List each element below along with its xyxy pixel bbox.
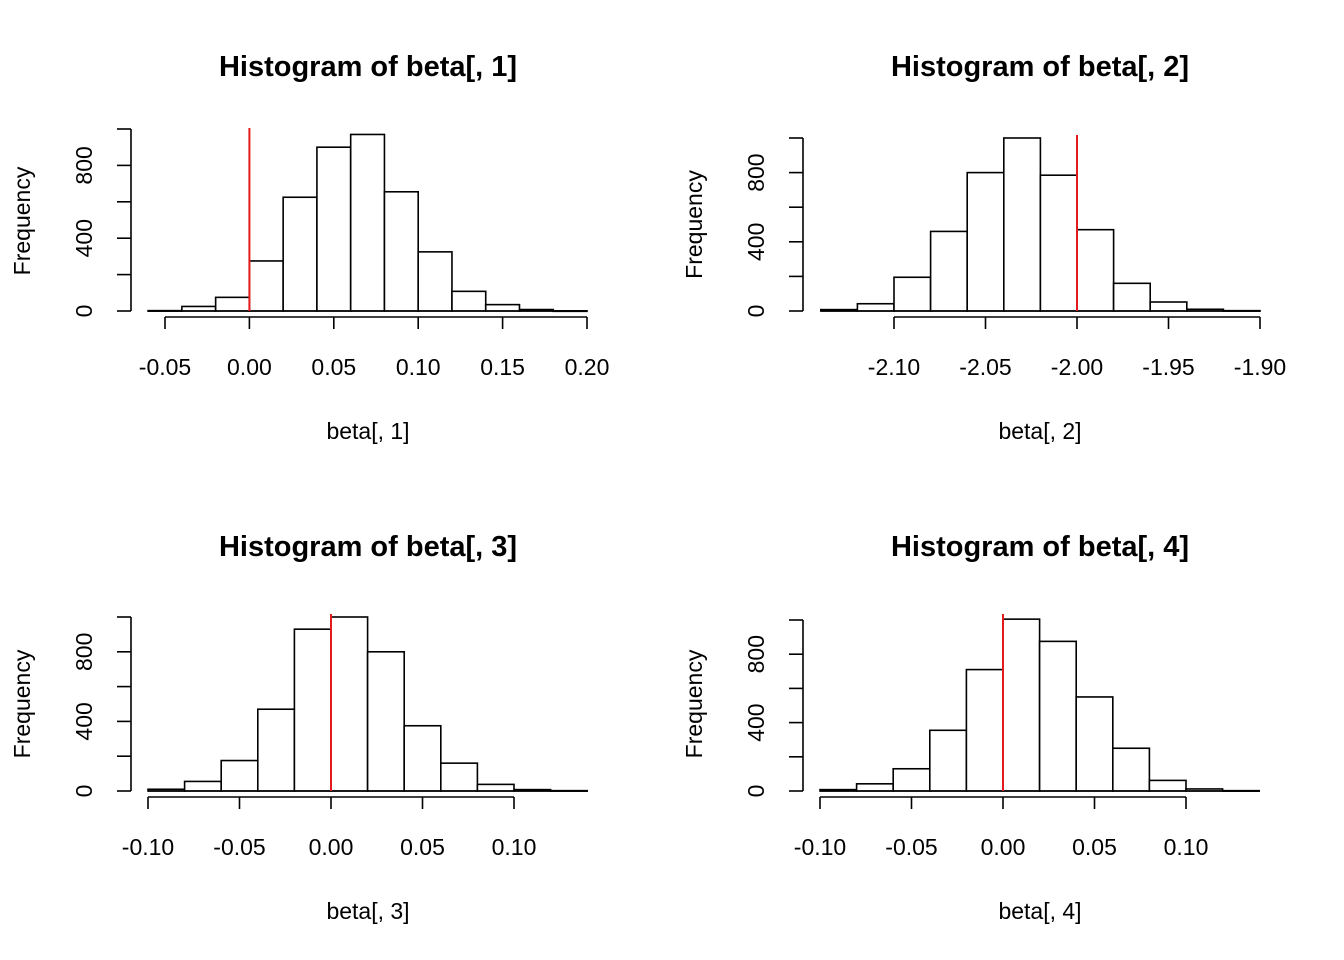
y-axis-label: Frequency <box>681 649 707 758</box>
y-tick-label: 800 <box>743 635 769 673</box>
histogram-bar <box>366 650 406 792</box>
x-tick-label: -1.90 <box>1234 354 1286 380</box>
y-axis-label: Frequency <box>681 170 707 279</box>
histogram-bar <box>1112 282 1151 312</box>
histogram-bar <box>214 296 251 312</box>
x-tick-label: 0.00 <box>309 834 354 860</box>
x-tick-label: -1.95 <box>1142 354 1194 380</box>
x-tick-label: 0.05 <box>311 354 356 380</box>
x-tick-label: -2.10 <box>868 354 920 380</box>
histogram-bar <box>966 171 1005 312</box>
y-tick-label: 400 <box>71 219 97 257</box>
histogram-panel-2: Histogram of beta[, 2] -2.10 -2.05 -2.00 -1.… <box>681 51 1286 444</box>
histogram-bar <box>1039 174 1078 312</box>
histogram-bar <box>484 303 521 312</box>
x-tick-label: -2.05 <box>959 354 1011 380</box>
y-tick-label: 0 <box>743 305 769 318</box>
histogram-bar <box>220 759 259 792</box>
x-tick-label: 0.00 <box>981 834 1026 860</box>
x-axis-label: beta[, 2] <box>998 418 1081 444</box>
histogram-bar <box>282 196 318 312</box>
histogram-bar <box>476 783 515 792</box>
y-tick-label: 0 <box>743 785 769 798</box>
y-tick-label: 400 <box>743 703 769 741</box>
x-tick-label: 0.05 <box>1072 834 1117 860</box>
histogram-bar <box>1038 640 1077 792</box>
y-tick-label: 0 <box>71 305 97 318</box>
y-axis-label: Frequency <box>9 649 35 758</box>
chart-title: Histogram of beta[, 3] <box>219 531 517 563</box>
histogram-bar <box>855 783 894 792</box>
x-tick-label: -0.05 <box>213 834 265 860</box>
histogram-bar <box>256 708 296 792</box>
histogram-bar <box>1149 301 1188 312</box>
y-tick-label: 0 <box>71 785 97 798</box>
y-tick-label: 800 <box>71 146 97 184</box>
histogram-bar <box>451 290 487 312</box>
x-tick-label: 0.10 <box>492 834 537 860</box>
histogram-bar <box>856 302 895 312</box>
histogram-bar <box>1075 696 1114 792</box>
x-tick-label: -0.05 <box>885 834 937 860</box>
histogram-bar <box>929 230 968 312</box>
histogram-bar <box>417 251 453 312</box>
x-tick-label: 0.05 <box>400 834 445 860</box>
histogram-bar <box>316 146 352 312</box>
histogram-bar <box>330 616 369 792</box>
y-tick-label: 400 <box>71 702 97 740</box>
histogram-bar <box>965 668 1004 792</box>
x-axis-label: beta[, 3] <box>326 898 409 924</box>
x-tick-label: -0.05 <box>139 354 191 380</box>
y-axis-label: Frequency <box>9 166 35 275</box>
histogram-panel-3: Histogram of beta[, 3] -0.10 -0.05 0.00 0.05… <box>9 531 588 924</box>
y-tick-label: 400 <box>743 223 769 261</box>
histogram-bar <box>383 190 420 312</box>
x-tick-label: 0.15 <box>480 354 525 380</box>
histogram-bar <box>293 628 332 792</box>
histogram-bar <box>248 260 284 312</box>
histogram-bar <box>1002 618 1041 792</box>
histogram-bar <box>403 724 442 792</box>
x-axis-label: beta[, 4] <box>998 898 1081 924</box>
histogram-bar <box>893 276 932 312</box>
chart-title: Histogram of beta[, 2] <box>891 51 1189 83</box>
histogram-bar <box>1112 747 1151 792</box>
x-tick-label: -2.00 <box>1051 354 1103 380</box>
histogram-bar <box>1076 228 1115 312</box>
histogram-bar <box>183 780 223 792</box>
x-tick-label: 0.20 <box>565 354 610 380</box>
histogram-bar <box>349 133 386 312</box>
histogram-bar <box>1002 137 1042 312</box>
histogram-bar <box>1148 779 1187 792</box>
x-tick-label: 0.10 <box>1164 834 1209 860</box>
chart-title: Histogram of beta[, 4] <box>891 531 1189 563</box>
chart-title: Histogram of beta[, 1] <box>219 51 517 83</box>
histogram-panel-4: Histogram of beta[, 4] -0.10 -0.05 0.00 0.05… <box>681 531 1260 924</box>
x-tick-label: 0.00 <box>227 354 272 380</box>
x-tick-label: -0.10 <box>122 834 174 860</box>
histogram-bar <box>928 729 968 792</box>
y-tick-label: 800 <box>71 633 97 671</box>
x-tick-label: -0.10 <box>794 834 846 860</box>
x-axis-label: beta[, 1] <box>326 418 409 444</box>
histogram-bar <box>439 762 479 792</box>
y-tick-label: 800 <box>743 153 769 191</box>
histogram-bar <box>892 767 931 792</box>
x-tick-label: 0.10 <box>396 354 441 380</box>
histogram-panel-1: Histogram of beta[, 1] -0.05 0.00 0.05 0.10 0… <box>9 51 609 444</box>
